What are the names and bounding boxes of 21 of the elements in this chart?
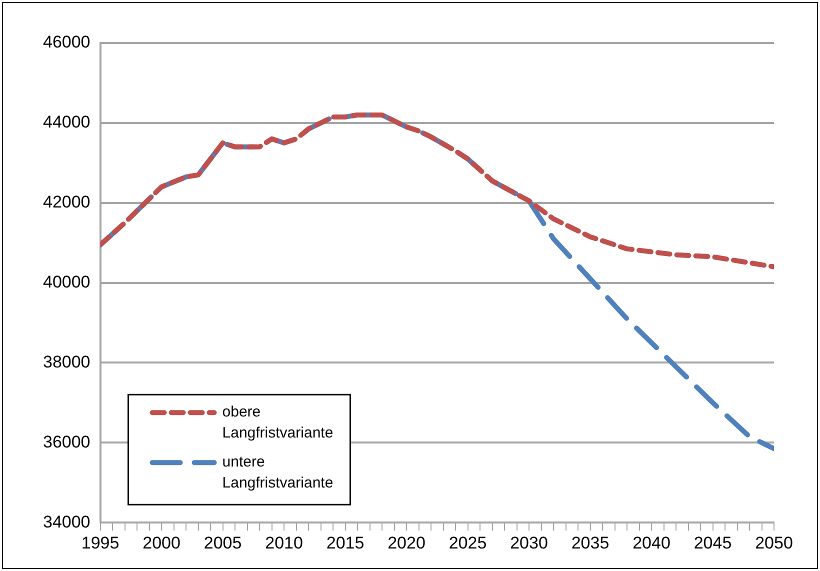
x-tick-label: 2020 bbox=[388, 533, 426, 552]
x-tick-label: 2005 bbox=[204, 533, 242, 552]
x-tick-label: 2040 bbox=[632, 533, 670, 552]
y-tick-label: 44000 bbox=[42, 112, 90, 132]
y-tick-label: 40000 bbox=[42, 272, 90, 292]
y-tick-label: 46000 bbox=[42, 32, 90, 52]
x-tick-label: 2045 bbox=[694, 533, 732, 552]
y-tick-label: 34000 bbox=[42, 512, 90, 532]
x-tick-label: 2010 bbox=[265, 533, 303, 552]
x-tick-label: 2050 bbox=[755, 533, 793, 552]
x-tick-label: 2025 bbox=[448, 533, 487, 552]
legend-label: obere Langfristvariante bbox=[222, 404, 334, 442]
y-tick-label: 36000 bbox=[42, 432, 90, 452]
legend-label: untere Langfristvariante bbox=[222, 454, 334, 492]
x-tick-label: 2035 bbox=[571, 533, 610, 552]
y-tick-label: 38000 bbox=[42, 352, 90, 372]
y-tick-label: 42000 bbox=[42, 192, 90, 212]
x-tick-label: 2000 bbox=[142, 533, 180, 552]
x-tick-label: 1995 bbox=[81, 533, 120, 552]
x-tick-label: 2030 bbox=[510, 533, 548, 552]
x-tick-label: 2015 bbox=[326, 533, 364, 552]
